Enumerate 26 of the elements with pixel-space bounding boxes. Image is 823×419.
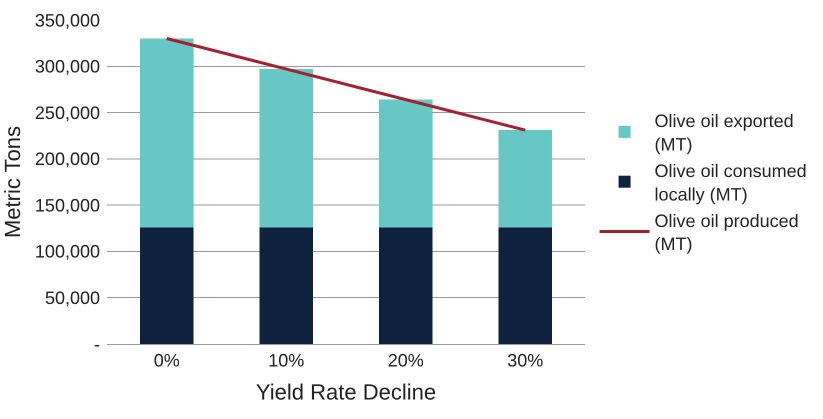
y-tick-label: 50,000 <box>44 288 100 308</box>
line-series <box>165 37 527 132</box>
bar <box>378 100 433 228</box>
x-axis-title: Yield Rate Decline <box>256 380 436 404</box>
bar <box>378 227 433 344</box>
bar <box>140 227 194 344</box>
y-tick-label: 250,000 <box>34 102 100 123</box>
bar <box>498 130 552 228</box>
bar <box>259 69 314 228</box>
x-tick-label: 20% <box>388 350 424 371</box>
x-tick-label: 10% <box>268 350 304 371</box>
legend-label: Olive oil exported (MT) <box>654 111 794 155</box>
y-tick-label: 150,000 <box>34 195 100 216</box>
bar <box>259 227 314 344</box>
bar <box>140 38 194 228</box>
y-tick-label: - <box>94 334 100 354</box>
x-tick-label: 30% <box>507 350 544 371</box>
y-tick-label: 300,000 <box>34 56 100 77</box>
y-axis-title: Metric Tons <box>0 126 25 238</box>
legend-label: Olive oil produced (MT) <box>654 210 799 254</box>
x-tick-label: 0% <box>154 350 180 371</box>
y-tick-label: 100,000 <box>34 242 100 262</box>
legend-label: Olive oil consumed locally (MT) <box>654 161 807 204</box>
y-tick-label: 350,000 <box>34 10 100 30</box>
bar <box>498 227 552 344</box>
y-tick-label: 200,000 <box>34 149 100 170</box>
